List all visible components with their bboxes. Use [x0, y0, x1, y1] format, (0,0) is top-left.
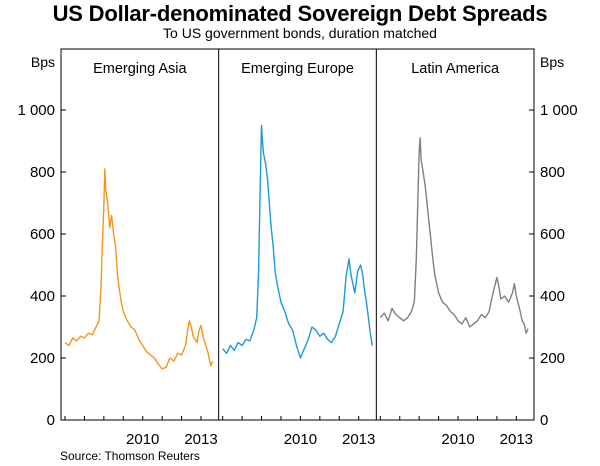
y-unit-label-right: Bps — [540, 54, 564, 70]
tick-labels: 0 0 200 200 400 400 600 600 800 800 1 000 1 000 Bps B… — [17, 54, 577, 448]
y-tick-label-right: 800 — [540, 164, 565, 181]
y-tick-label-left: 800 — [30, 164, 55, 181]
panel-title: Emerging Europe — [241, 61, 354, 77]
series-line-emerging-asia — [64, 168, 214, 370]
panel-titles: Emerging Asia Emerging Europe Latin Americ… — [93, 61, 500, 77]
chart-subtitle: To US government bonds, duration matched — [163, 25, 437, 41]
y-tick-label-right: 200 — [540, 350, 565, 367]
x-tick-label: 2013 — [342, 431, 375, 448]
panel-title: Latin America — [411, 61, 500, 77]
y-tick-label-left: 1 000 — [17, 102, 55, 119]
y-tick-label-left: 200 — [30, 350, 55, 367]
x-tick-label: 2010 — [441, 431, 474, 448]
x-tick-label: 2010 — [284, 431, 317, 448]
y-unit-label-left: Bps — [31, 54, 55, 70]
y-tick-label-right: 0 — [540, 412, 548, 429]
series-line-emerging-europe — [222, 124, 373, 359]
y-tick-label-right: 400 — [540, 288, 565, 305]
y-tick-label-right: 1 000 — [540, 102, 578, 119]
y-tick-label-left: 400 — [30, 288, 55, 305]
y-tick-label-left: 0 — [47, 412, 55, 429]
series-line-latin-america — [379, 137, 529, 334]
x-tick-label: 2013 — [184, 431, 217, 448]
y-tick-label-right: 600 — [540, 226, 565, 243]
y-tick-label-left: 600 — [30, 226, 55, 243]
plot-border — [60, 48, 535, 421]
chart-title: US Dollar-denominated Sovereign Debt Spr… — [52, 1, 548, 26]
plot-frame — [60, 48, 535, 421]
panel-title: Emerging Asia — [93, 61, 187, 77]
x-tick-label: 2013 — [500, 431, 533, 448]
data-series — [64, 124, 529, 370]
source-note: Source: Thomson Reuters — [60, 449, 200, 463]
x-tick-label: 2010 — [126, 431, 159, 448]
